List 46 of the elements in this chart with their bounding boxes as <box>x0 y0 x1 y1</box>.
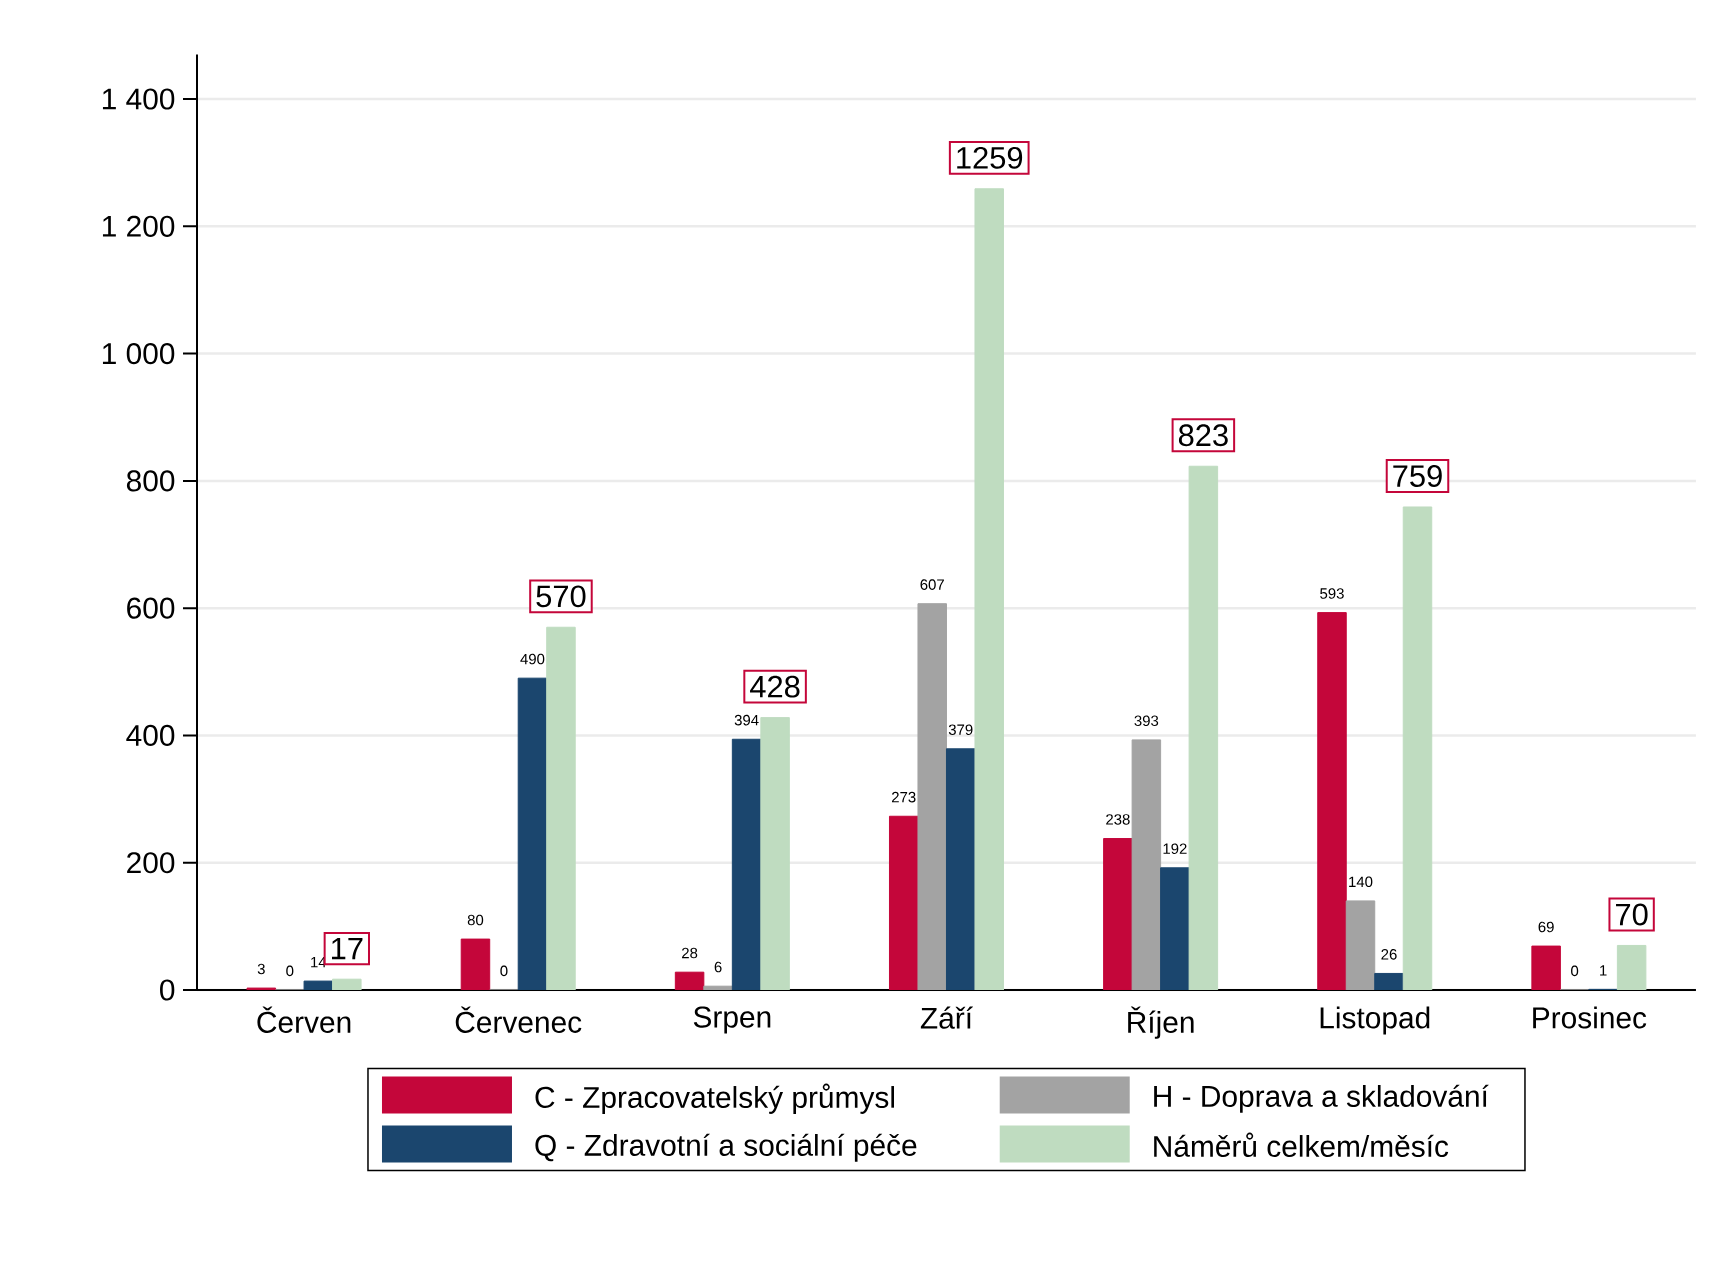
data-label: 607 <box>920 579 944 590</box>
data-label: 3 <box>257 963 265 975</box>
data-label: 80 <box>467 914 484 926</box>
x-tick-label: Říjen <box>1128 1006 1194 1039</box>
data-label: 238 <box>1106 814 1130 825</box>
x-tick-label: Červen <box>257 1006 351 1033</box>
x-tick-label: Srpen <box>693 1006 771 1034</box>
legend-label: H - Doprava a skladování <box>1154 1084 1489 1113</box>
data-label: 394 <box>734 714 759 726</box>
data-label: 393 <box>1134 715 1159 727</box>
y-tick-label: 1 200 <box>102 215 175 237</box>
data-label: 273 <box>892 791 916 803</box>
data-label: 490 <box>520 653 545 665</box>
legend-label: Náměrů celkem/měsíc <box>1154 1132 1449 1157</box>
data-label: 823 <box>1178 424 1228 447</box>
data-label: 26 <box>1381 949 1397 960</box>
data-label: 69 <box>1538 921 1554 933</box>
data-label: 593 <box>1320 588 1344 599</box>
data-label: 192 <box>1163 843 1187 854</box>
data-label: 17 <box>332 937 363 960</box>
x-tick-label: Červenec <box>455 1006 582 1033</box>
y-tick-label: 600 <box>127 597 175 619</box>
x-tick-label: Listopad <box>1320 1006 1430 1035</box>
data-label: 428 <box>750 675 800 698</box>
data-label: 6 <box>714 961 722 973</box>
y-tick-label: 400 <box>126 724 175 747</box>
x-tick-label: Září <box>920 1006 973 1029</box>
data-label: 570 <box>536 585 586 608</box>
y-tick-label: 800 <box>126 470 175 492</box>
y-tick-label: 1 000 <box>102 343 175 365</box>
y-tick-label: 0 <box>160 979 175 1001</box>
data-label: 0 <box>500 965 508 977</box>
data-label: 759 <box>1393 465 1442 487</box>
data-label: 70 <box>1616 903 1648 926</box>
data-label: 140 <box>1349 876 1373 888</box>
data-label: 28 <box>682 947 698 959</box>
legend-label: C - Zpracovatelský průmysl <box>535 1083 894 1114</box>
data-label: 1259 <box>957 146 1023 169</box>
data-label: 379 <box>948 724 973 735</box>
y-tick-label: 1 400 <box>102 88 175 110</box>
y-tick-label: 200 <box>127 852 175 874</box>
data-label: 1 <box>1600 965 1607 976</box>
legend-label: Q - Zdravotní a sociální péče <box>535 1133 917 1162</box>
data-label: 0 <box>1571 965 1579 977</box>
data-label: 0 <box>286 965 294 977</box>
x-tick-label: Prosinec <box>1533 1006 1647 1029</box>
